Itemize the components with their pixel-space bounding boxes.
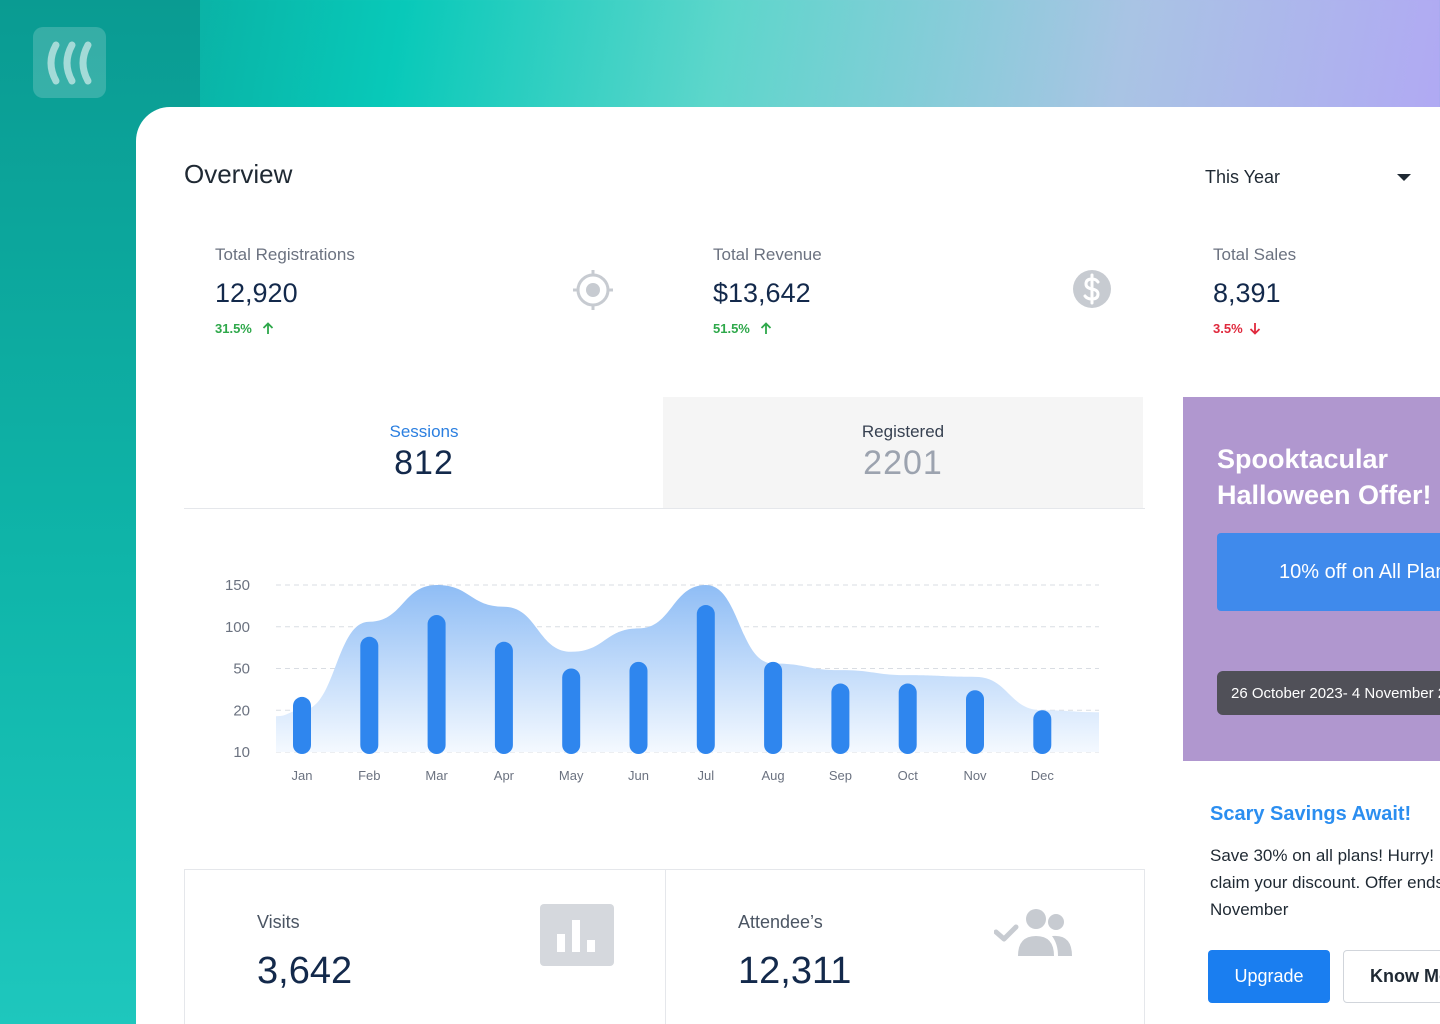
tab-sessions[interactable]: Sessions 812 [184, 397, 664, 508]
tab-value: 812 [394, 444, 454, 482]
y-tick-label: 20 [233, 702, 250, 719]
x-tick-label: Apr [494, 768, 515, 783]
tab-label: Sessions [389, 422, 459, 441]
x-tick-label: Sep [829, 768, 852, 783]
metric-label: Attendee’s [738, 912, 823, 932]
metric-boxes: Visits 3,642 Attendee’s 12,311 [184, 869, 1145, 1024]
stat-total-registrations: Total Registrations 12,920 31.5% [215, 245, 355, 336]
arrow-up-icon [262, 322, 274, 334]
brand-logo[interactable] [33, 27, 106, 98]
bar-may [562, 668, 581, 754]
sessions-chart: 150 100 50 20 10 Jan Feb Mar Apr May Jun Jul Aug Sep O… [225, 577, 1099, 783]
upgrade-button[interactable]: Upgrade [1208, 950, 1330, 1003]
tab-label: Registered [861, 422, 945, 441]
users-check-icon [994, 909, 1072, 956]
halloween-promo: Spooktacular Halloween Offer! 10% off on… [1183, 397, 1440, 761]
arrow-up-icon [760, 322, 772, 334]
period-selected-value: This Year [1205, 166, 1281, 187]
x-tick-label: Feb [358, 768, 380, 783]
bar-jan [293, 696, 311, 754]
bar-jun [629, 661, 648, 754]
stat-label: Total Revenue [713, 245, 822, 264]
bar-dec [1033, 710, 1052, 754]
know-more-button[interactable]: Know More [1343, 950, 1440, 1003]
x-tick-label: Mar [425, 768, 448, 783]
bar-mar [427, 615, 446, 754]
metric-label: Visits [257, 912, 300, 932]
promo-offer-button[interactable]: 10% off on All Plans [1217, 533, 1440, 611]
y-tick-label: 10 [233, 744, 250, 761]
bar-aug [764, 661, 783, 754]
metric-visits: Visits 3,642 [185, 870, 665, 1024]
x-tick-label: Jan [292, 768, 313, 783]
savings-text: Save 30% on all plans! Hurry! claim your… [1210, 846, 1440, 919]
promo-title: Spooktacular Halloween Offer! [1217, 444, 1432, 510]
promo-dates: 26 October 2023- 4 November 2023 [1217, 671, 1440, 715]
period-dropdown[interactable]: This Year [1205, 162, 1415, 192]
stat-value: 12,920 [215, 278, 298, 308]
x-tick-label: Dec [1031, 768, 1055, 783]
x-tick-label: Nov [963, 768, 987, 783]
x-tick-label: Aug [762, 768, 785, 783]
dollar-icon [1073, 270, 1111, 308]
metric-value: 3,642 [257, 950, 353, 992]
bar-jul [696, 605, 715, 754]
stat-change: 31.5% [215, 321, 355, 336]
logo-icon [47, 41, 91, 84]
y-tick-label: 50 [233, 661, 250, 678]
sessions-area [276, 585, 1099, 752]
tab-registered[interactable]: Registered 2201 [663, 397, 1143, 508]
y-tick-label: 100 [225, 619, 250, 636]
bar-chart-icon [540, 904, 614, 966]
stat-change-value: 31.5% [215, 321, 252, 336]
target-icon [573, 270, 613, 310]
metric-value: 12,311 [738, 950, 852, 992]
y-tick-label: 150 [225, 577, 250, 594]
chart-tabs: Sessions 812 Registered 2201 [184, 397, 1145, 509]
x-tick-label: Jun [628, 768, 649, 783]
overview-card: Overview This Year Total Registrations 1… [136, 107, 1440, 1024]
stat-change-value: 51.5% [713, 321, 750, 336]
page-title: Overview [184, 159, 293, 189]
x-tick-label: May [559, 768, 584, 783]
x-tick-label: Oct [898, 768, 919, 783]
tab-value: 2201 [863, 444, 943, 482]
savings-title: Scary Savings Await! [1210, 803, 1412, 825]
caret-down-icon [1397, 173, 1411, 181]
stat-value: 8,391 [1213, 278, 1281, 308]
bar-oct [898, 683, 917, 754]
bar-nov [966, 690, 984, 754]
stat-change: 3.5% [1213, 321, 1296, 336]
stat-label: Total Registrations [215, 245, 355, 264]
stat-change: 51.5% [713, 321, 822, 336]
metric-attendees: Attendee’s 12,311 [665, 870, 1145, 1024]
stat-total-sales: Total Sales 8,391 3.5% [1213, 245, 1296, 336]
x-tick-label: Jul [697, 768, 714, 783]
stat-label: Total Sales [1213, 245, 1297, 264]
bar-sep [831, 683, 850, 754]
stat-value: $13,642 [713, 278, 811, 308]
bar-feb [360, 636, 379, 754]
stat-total-revenue: Total Revenue $13,642 51.5% [713, 245, 822, 336]
bar-apr [494, 641, 513, 754]
arrow-down-icon [1249, 323, 1260, 335]
stat-change-value: 3.5% [1213, 321, 1243, 336]
